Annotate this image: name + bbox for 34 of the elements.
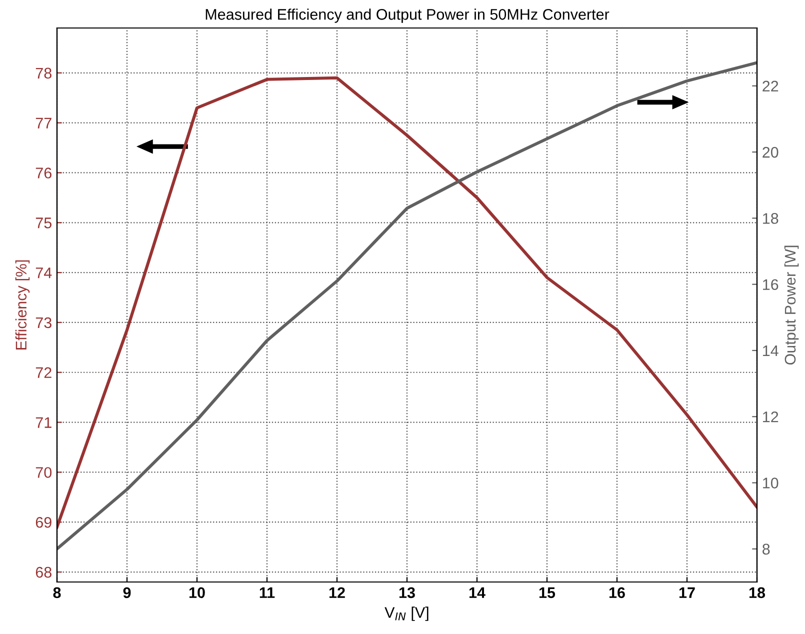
x-tick-label: 17 — [679, 587, 695, 598]
y2-tick-label: 22 — [762, 80, 778, 92]
y-tick-label: 69 — [36, 516, 52, 528]
y-tick-label: 71 — [36, 417, 52, 428]
y-tick-label: 74 — [36, 268, 52, 278]
chart-title: Measured Efficiency and Output Power in 50MHz Converter — [206, 8, 610, 23]
y2-tick-label: 8 — [762, 544, 770, 555]
x-tick-label: 15 — [539, 587, 556, 598]
y-tick-label: 75 — [36, 218, 52, 228]
y-axis-title: Efficiency [%] — [15, 260, 30, 350]
x-tick-label: 18 — [749, 587, 766, 598]
y-tick-label: 68 — [36, 566, 52, 578]
x-tick-label: 8 — [53, 587, 61, 598]
x-tick-label: 10 — [189, 587, 205, 598]
y2-tick-label: 10 — [763, 478, 778, 488]
x-tick-label: 13 — [399, 587, 415, 598]
y2-tick-label: 18 — [763, 213, 778, 224]
y2-axis-title: Output Power [W] — [784, 246, 799, 365]
x-tick-label: 11 — [260, 587, 275, 598]
y-tick-label: 72 — [36, 367, 52, 378]
y-tick-label: 78 — [36, 68, 52, 79]
y-tick-label: 70 — [36, 467, 52, 478]
x-tick-label: 14 — [469, 587, 486, 598]
y2-tick-label: 16 — [763, 279, 778, 290]
y2-tick-label: 12 — [763, 411, 778, 422]
x-tick-label: 16 — [609, 587, 625, 598]
y2-tick-label: 14 — [763, 346, 778, 356]
y-tick-label: 77 — [36, 118, 52, 128]
x-axis-title: V$_{IN}$ [V] — [384, 606, 428, 621]
y2-tick-label: 20 — [762, 146, 778, 158]
y-tick-label: 73 — [36, 317, 52, 328]
x-tick-label: 12 — [329, 587, 345, 598]
y-tick-label: 76 — [36, 168, 52, 178]
x-tick-label: 9 — [123, 587, 131, 598]
